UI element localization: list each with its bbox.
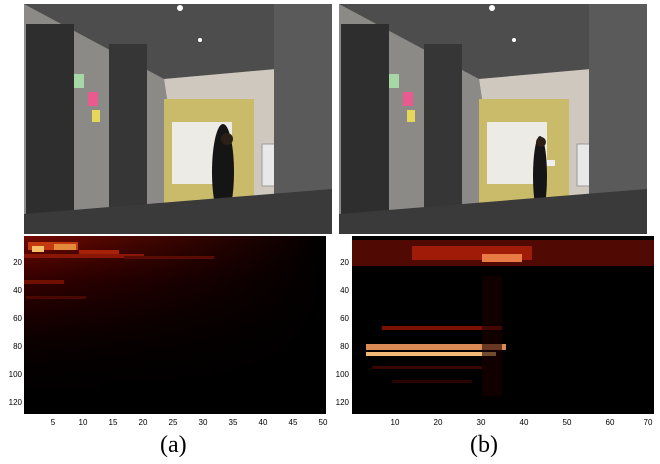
x-tick: 5 xyxy=(50,418,56,427)
x-tick: 10 xyxy=(78,418,88,427)
x-tick: 30 xyxy=(476,418,486,427)
x-tick: 35 xyxy=(228,418,238,427)
x-tick: 25 xyxy=(168,418,178,427)
heatmap-a-hotspots xyxy=(24,242,214,299)
heatmap-a xyxy=(24,236,326,414)
x-tick: 30 xyxy=(198,418,208,427)
y-tick: 60 xyxy=(340,314,349,323)
y-tick: 40 xyxy=(340,286,349,295)
hallway-photo-b xyxy=(339,4,647,234)
y-tick: 80 xyxy=(13,342,22,351)
caption-a: (a) xyxy=(160,432,187,458)
x-tick: 45 xyxy=(288,418,298,427)
x-tick: 20 xyxy=(138,418,148,427)
y-tick: 60 xyxy=(13,314,22,323)
y-tick: 20 xyxy=(13,258,22,267)
y-tick: 100 xyxy=(335,370,349,379)
y-tick: 120 xyxy=(8,398,22,407)
hallway-photo-a xyxy=(24,4,332,234)
heatmap-b-hotspots xyxy=(352,240,654,396)
y-tick: 40 xyxy=(13,286,22,295)
x-tick: 50 xyxy=(562,418,572,427)
y-tick: 120 xyxy=(335,398,349,407)
x-tick: 50 xyxy=(318,418,328,427)
x-tick: 15 xyxy=(108,418,118,427)
caption-b: (b) xyxy=(470,432,498,458)
y-tick: 20 xyxy=(340,258,349,267)
x-tick: 40 xyxy=(519,418,529,427)
x-tick: 20 xyxy=(433,418,443,427)
y-tick: 100 xyxy=(8,370,22,379)
x-tick: 10 xyxy=(390,418,400,427)
x-tick: 40 xyxy=(258,418,268,427)
y-tick: 80 xyxy=(340,342,349,351)
x-tick: 60 xyxy=(605,418,615,427)
heatmap-b xyxy=(352,236,654,414)
x-tick: 70 xyxy=(643,418,653,427)
